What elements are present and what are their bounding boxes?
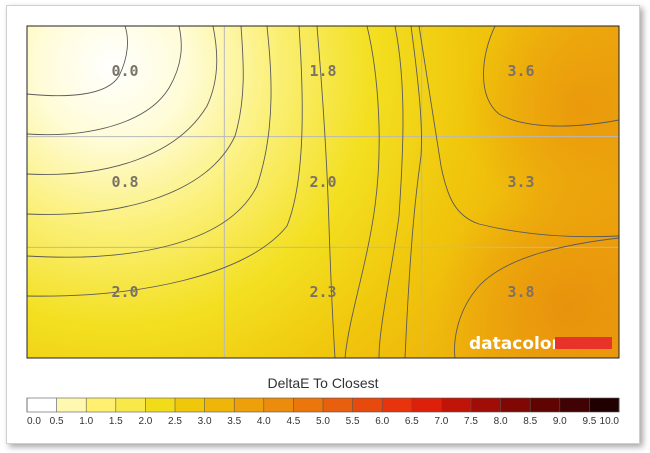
legend-tick-label: 4.5 — [286, 416, 300, 427]
legend-tick-label: 7.0 — [434, 416, 448, 427]
contour-line — [27, 26, 272, 258]
logo-text: datacolor — [469, 334, 561, 354]
cell-value-label: 3.3 — [507, 173, 534, 191]
cell-value-label: 2.0 — [309, 173, 336, 191]
legend-swatch — [175, 398, 206, 412]
cell-value-label: 2.0 — [111, 283, 138, 301]
plot-border — [26, 25, 620, 359]
legend-tick-label: 6.0 — [375, 416, 389, 427]
legend-swatch — [589, 398, 620, 412]
heatmap-plot-area: 0.0 1.8 3.6 0.8 2.0 3.3 2.0 2.3 3.8 data… — [26, 25, 620, 359]
legend-swatch — [27, 398, 58, 412]
legend-swatch — [263, 398, 294, 412]
legend-tick-label: 8.0 — [494, 416, 508, 427]
legend-swatch — [145, 398, 176, 412]
legend-swatch — [441, 398, 472, 412]
legend-tick-label: 6.5 — [405, 416, 419, 427]
legend-tick-label: 9.0 — [553, 416, 567, 427]
legend-tick-label: 3.5 — [227, 416, 241, 427]
legend-tick-label: 1.5 — [109, 416, 123, 427]
cell-value-label: 3.6 — [507, 62, 534, 80]
legend-swatch — [293, 398, 324, 412]
legend-tick-label: 4.0 — [257, 416, 271, 427]
legend-swatch — [86, 398, 117, 412]
cell-value-label: 1.8 — [309, 62, 336, 80]
legend-title: DeltaE To Closest — [267, 375, 378, 391]
legend-swatch — [352, 398, 383, 412]
contour-line — [316, 26, 336, 358]
legend-swatch — [323, 398, 354, 412]
cell-labels: 0.0 1.8 3.6 0.8 2.0 3.3 2.0 2.3 3.8 — [111, 62, 534, 301]
datacolor-logo: datacolor — [469, 334, 612, 354]
contour-line — [418, 26, 619, 238]
legend-swatch — [559, 398, 590, 412]
legend-tick-label: 7.5 — [464, 416, 478, 427]
legend-tick-label: 5.0 — [316, 416, 330, 427]
contour-line — [483, 26, 619, 127]
legend-swatch — [500, 398, 531, 412]
legend-swatches — [26, 397, 620, 413]
color-legend: DeltaE To Closest 0.0 0.5 1.0 1.5 2.0 2.5 3.0 3… — [26, 375, 620, 427]
legend-tick-label: 9.5 — [582, 416, 596, 427]
legend-swatch — [56, 398, 87, 412]
cell-value-label: 0.8 — [111, 173, 138, 191]
legend-tick-label: 8.5 — [523, 416, 537, 427]
contour-line — [344, 26, 380, 358]
legend-swatch — [530, 398, 561, 412]
cell-value-label: 2.3 — [309, 283, 336, 301]
legend-tick-label: 0.0 — [27, 416, 41, 427]
legend-tick-label: 2.0 — [138, 416, 152, 427]
legend-ticks: 0.0 0.5 1.0 1.5 2.0 2.5 3.0 3.5 4.0 4.5 5.0 5.5 6.0 6… — [26, 398, 620, 427]
legend-tick-label: 10.0 — [600, 416, 620, 427]
grid-lines — [27, 26, 619, 358]
heatmap-hotspot — [27, 26, 619, 358]
chart-svg: 0.0 1.8 3.6 0.8 2.0 3.3 2.0 2.3 3.8 data… — [26, 25, 620, 427]
cell-value-label: 3.8 — [507, 283, 534, 301]
legend-swatch — [382, 398, 413, 412]
legend-tick-label: 1.0 — [79, 416, 93, 427]
contour-line — [27, 26, 182, 136]
cell-value-label: 0.0 — [111, 62, 138, 80]
contour-line — [454, 237, 619, 358]
legend-swatch — [411, 398, 442, 412]
contour-lines — [27, 26, 619, 358]
contour-line — [27, 26, 218, 175]
logo-accent-bar — [555, 337, 612, 349]
chart-frame: 0.0 1.8 3.6 0.8 2.0 3.3 2.0 2.3 3.8 data… — [6, 5, 640, 444]
contour-line — [27, 26, 244, 215]
legend-tick-label: 5.5 — [346, 416, 360, 427]
contour-line — [27, 26, 128, 97]
legend-tick-label: 0.5 — [50, 416, 64, 427]
legend-swatch — [234, 398, 265, 412]
legend-tick-label: 2.5 — [168, 416, 182, 427]
contour-line — [378, 26, 404, 358]
legend-swatch — [204, 398, 235, 412]
legend-swatch — [471, 398, 502, 412]
legend-tick-label: 3.0 — [198, 416, 212, 427]
contour-line — [27, 26, 303, 297]
contour-line — [404, 26, 422, 358]
legend-swatch — [115, 398, 146, 412]
